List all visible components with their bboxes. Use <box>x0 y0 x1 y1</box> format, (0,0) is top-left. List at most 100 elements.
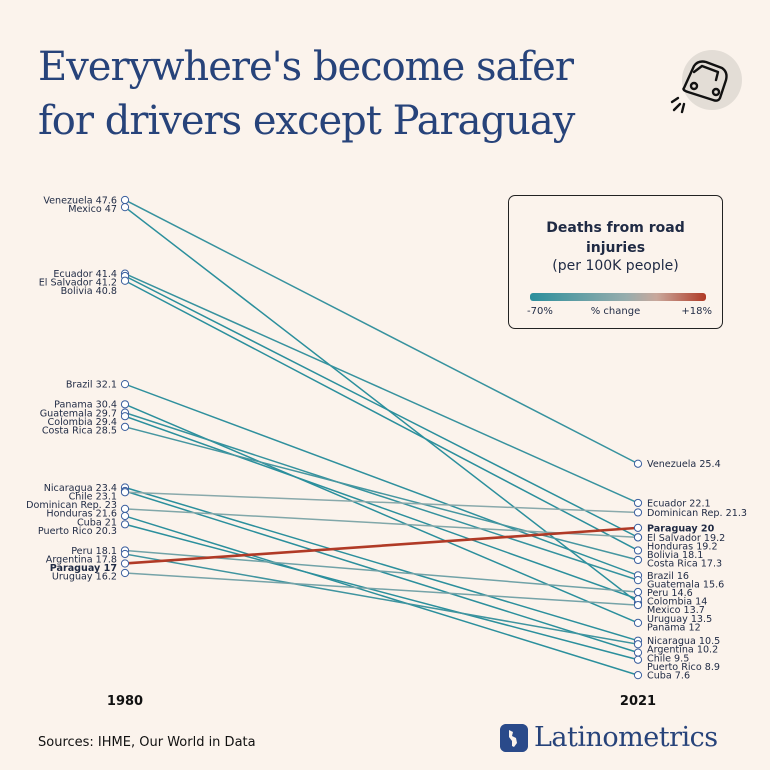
year-label-2021: 2021 <box>620 694 656 709</box>
legend-title: Deaths from road injuries <box>509 218 722 258</box>
label-2021-bolivia: Bolivia 18.1 <box>647 550 703 561</box>
flag-marker-brazil-1980 <box>120 380 130 389</box>
label-1980-dominican-rep: Dominican Rep. 23 <box>26 500 117 511</box>
slope-line-brazil <box>124 383 639 577</box>
label-1980-cuba: Cuba 21 <box>77 517 117 528</box>
label-1980-puerto-rico: Puerto Rico 20.3 <box>38 526 117 537</box>
flag-marker-ecuador-2021 <box>633 498 643 508</box>
label-2021-el-salvador: El Salvador 19.2 <box>647 533 725 544</box>
flag-marker-mexico-1980 <box>120 203 130 212</box>
page-title: Everywhere's become safer for drivers ex… <box>38 40 678 148</box>
flag-marker-chile-2021 <box>633 648 643 657</box>
label-2021-venezuela: Venezuela 25.4 <box>647 459 721 470</box>
label-2021-guatemala: Guatemala 15.6 <box>647 579 724 590</box>
label-1980-el-salvador: El Salvador 41.2 <box>39 278 117 289</box>
label-2021-chile: Chile 9.5 <box>647 653 689 664</box>
car-crash-icon <box>670 50 742 114</box>
label-2021-mexico: Mexico 13.7 <box>647 605 705 616</box>
flag-marker-honduras-2021 <box>633 533 643 542</box>
label-1980-nicaragua: Nicaragua 23.4 <box>44 483 117 494</box>
flag-marker-paraguay-1980 <box>120 559 130 568</box>
legend-tick-min: -70% <box>527 306 553 317</box>
country-labels: Venezuela 47.6 Venezuela 25.4 Mexico 47 Mex… <box>26 195 747 681</box>
label-1980-uruguay: Uruguay 16.2 <box>52 572 117 583</box>
label-1980-honduras: Honduras 21.6 <box>46 509 117 520</box>
legend-subtitle: (per 100K people) <box>552 258 679 274</box>
label-1980-chile: Chile 23.1 <box>69 491 117 502</box>
label-2021-honduras: Honduras 19.2 <box>647 541 718 552</box>
slope-line-costa-rica <box>124 426 639 561</box>
slope-line-guatemala <box>124 411 639 581</box>
flag-marker-peru-2021 <box>633 587 643 597</box>
brand-name: Latinometrics <box>534 722 718 753</box>
flag-marker-dominican-rep-2021 <box>633 508 643 517</box>
flag-marker-honduras-1980 <box>120 504 130 513</box>
label-1980-brazil: Brazil 32.1 <box>66 380 117 391</box>
label-2021-panama: Panama 12 <box>647 622 701 633</box>
flag-marker-bolivia-1980 <box>120 276 130 285</box>
label-2021-dominican-rep: Dominican Rep. 21.3 <box>647 508 747 519</box>
flag-marker-costa-rica-2021 <box>633 555 643 565</box>
flag-marker-venezuela-1980 <box>120 195 130 205</box>
color-legend: Deaths from road injuries (per 100K peop… <box>508 195 723 329</box>
label-2021-puerto-rico: Puerto Rico 8.9 <box>647 662 720 673</box>
label-1980-panama: Panama 30.4 <box>54 400 117 411</box>
sources-note: Sources: IHME, Our World in Data <box>38 735 256 750</box>
label-2021-argentina: Argentina 10.2 <box>647 645 718 656</box>
year-label-1980: 1980 <box>107 694 143 709</box>
slope-line-venezuela <box>124 199 639 465</box>
slope-line-mexico <box>124 206 639 604</box>
flag-marker-panama-1980 <box>120 400 130 409</box>
flag-marker-bolivia-2021 <box>633 546 643 555</box>
flag-marker-colombia-1980 <box>120 412 130 421</box>
label-1980-peru: Peru 18.1 <box>71 546 117 557</box>
label-1980-guatemala: Guatemala 29.7 <box>40 408 117 419</box>
slope-line-ecuador <box>124 272 639 504</box>
flag-marker-paraguay-2021 <box>633 523 643 532</box>
label-2021-nicaragua: Nicaragua 10.5 <box>647 636 720 647</box>
legend-tick-max: +18% <box>681 306 712 317</box>
slope-line-bolivia <box>124 280 639 552</box>
brand-logo: Latinometrics <box>500 722 718 753</box>
label-1980-venezuela: Venezuela 47.6 <box>43 195 117 206</box>
flag-marker-venezuela-2021 <box>633 459 643 468</box>
label-2021-colombia: Colombia 14 <box>647 597 707 608</box>
label-2021-peru: Peru 14.6 <box>647 588 693 599</box>
label-1980-paraguay: Paraguay 17 <box>50 563 117 574</box>
label-2021-paraguay: Paraguay 20 <box>647 523 715 534</box>
flag-marker-guatemala-2021 <box>633 576 643 585</box>
label-2021-costa-rica: Costa Rica 17.3 <box>647 559 722 570</box>
label-2021-uruguay: Uruguay 13.5 <box>647 614 712 625</box>
flag-marker-argentina-1980 <box>120 549 130 559</box>
flag-marker-cuba-1980 <box>120 511 130 521</box>
flag-marker-argentina-2021 <box>633 640 643 649</box>
label-1980-costa-rica: Costa Rica 28.5 <box>42 426 117 437</box>
slope-line-paraguay <box>123 526 640 565</box>
label-1980-argentina: Argentina 17.8 <box>46 554 117 565</box>
label-1980-mexico: Mexico 47 <box>68 204 117 215</box>
label-1980-ecuador: Ecuador 41.4 <box>53 269 117 280</box>
title-line-2: for drivers except Paraguay <box>38 98 575 144</box>
legend-title-line-1: Deaths from road <box>546 220 685 236</box>
slope-line-puerto-rico <box>124 523 639 661</box>
legend-title-line-2: injuries <box>585 240 646 256</box>
flag-marker-puerto-rico-1980 <box>120 520 130 529</box>
flag-marker-puerto-rico-2021 <box>633 655 643 664</box>
slope-line-el-salvador <box>124 275 639 539</box>
flag-marker-costa-rica-1980 <box>120 422 130 431</box>
flag-marker-uruguay-1980 <box>120 568 130 578</box>
flag-marker-dominican-rep-1980 <box>120 488 130 497</box>
latinometrics-logo-icon <box>500 723 528 752</box>
slope-line-cuba <box>124 515 639 676</box>
slope-line-uruguay <box>124 572 639 606</box>
flag-marker-uruguay-2021 <box>633 600 643 610</box>
slope-line-colombia <box>124 415 639 600</box>
title-line-1: Everywhere's become safer <box>38 44 574 90</box>
flag-marker-panama-2021 <box>633 618 643 627</box>
slope-line-argentina <box>124 553 639 646</box>
flag-marker-cuba-2021 <box>633 671 643 680</box>
label-2021-cuba: Cuba 7.6 <box>647 671 690 682</box>
label-1980-bolivia: Bolivia 40.8 <box>61 286 117 297</box>
legend-tick-mid: % change <box>590 306 641 317</box>
